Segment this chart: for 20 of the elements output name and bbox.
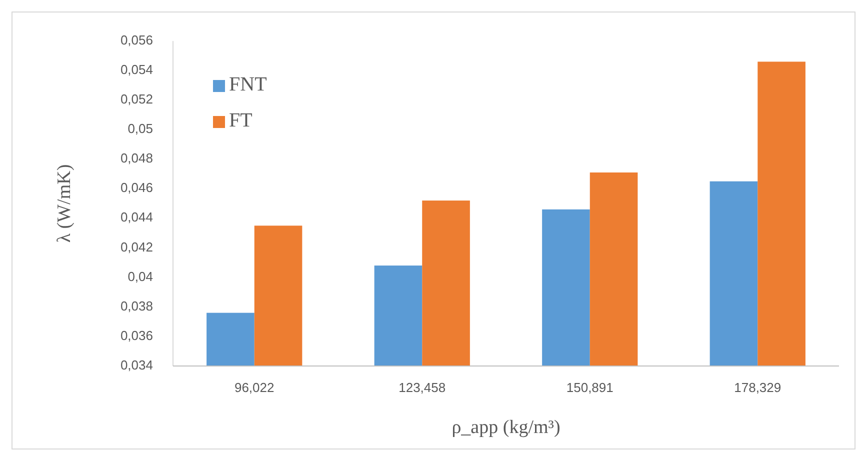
y-tick-label: 0,036: [120, 328, 153, 343]
legend-label: FT: [229, 110, 252, 132]
y-tick-label: 0,038: [120, 298, 153, 314]
x-tick-label: 96,022: [234, 380, 274, 395]
y-tick-label: 0,05: [128, 121, 153, 136]
x-tick-label: 123,458: [398, 380, 446, 395]
y-tick-label: 0,042: [120, 239, 153, 254]
y-tick-label: 0,056: [120, 32, 153, 48]
y-tick-label: 0,04: [128, 268, 153, 284]
x-tick-label: 150,891: [566, 380, 614, 395]
legend-label: FNT: [229, 74, 267, 96]
y-tick-label: 0,044: [120, 210, 153, 225]
y-tick-label: 0,034: [120, 357, 153, 372]
x-tick-label: 178,329: [734, 380, 782, 395]
y-tick-label: 0,052: [120, 92, 153, 107]
y-tick-label: 0,048: [120, 150, 153, 166]
y-tick-label: 0,054: [120, 62, 153, 77]
y-tick-label: 0,046: [120, 180, 153, 196]
x-axis-title: ρ_app (kg/m³): [452, 417, 560, 438]
y-axis-title: λ (W/mK): [54, 164, 75, 243]
